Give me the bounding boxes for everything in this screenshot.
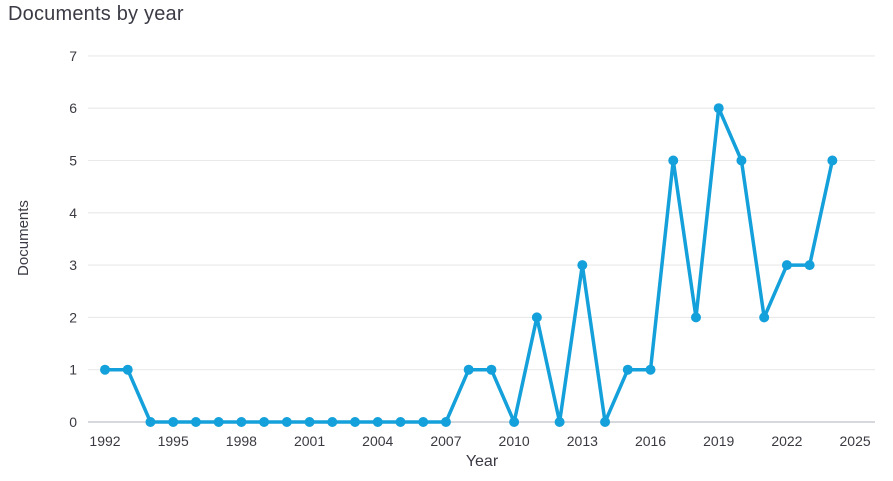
x-tick-label-2025: 2025 — [840, 433, 871, 449]
x-tick-label-2007: 2007 — [430, 433, 461, 449]
data-point-2008[interactable] — [463, 364, 474, 375]
data-point-1994[interactable] — [145, 417, 156, 427]
data-point-2014[interactable] — [600, 417, 611, 427]
data-point-2004[interactable] — [372, 417, 383, 427]
data-point-1992[interactable] — [100, 364, 110, 375]
data-point-2015[interactable] — [622, 364, 633, 375]
data-point-2010[interactable] — [509, 417, 520, 427]
data-point-2001[interactable] — [304, 417, 315, 427]
x-tick-label-2004: 2004 — [362, 433, 393, 449]
x-tick-label-2022: 2022 — [771, 433, 802, 449]
chart-title: Documents by year — [8, 3, 184, 25]
y-tick-label-5: 5 — [69, 153, 77, 169]
x-tick-label-1992: 1992 — [89, 433, 120, 449]
data-point-2009[interactable] — [486, 364, 497, 375]
y-tick-label-0: 0 — [69, 414, 77, 430]
data-point-1997[interactable] — [213, 417, 224, 427]
x-tick-label-1995: 1995 — [158, 433, 189, 449]
y-tick-label-3: 3 — [69, 257, 77, 273]
data-point-2021[interactable] — [759, 312, 770, 323]
data-point-2003[interactable] — [350, 417, 361, 427]
x-tick-label-2001: 2001 — [294, 433, 325, 449]
data-point-2016[interactable] — [645, 364, 656, 375]
x-tick-label-2016: 2016 — [635, 433, 666, 449]
data-point-2019[interactable] — [713, 103, 724, 114]
y-tick-label-6: 6 — [69, 100, 77, 116]
data-point-1998[interactable] — [236, 417, 247, 427]
data-point-2017[interactable] — [668, 155, 679, 166]
x-tick-label-2019: 2019 — [703, 433, 734, 449]
data-point-2006[interactable] — [418, 417, 429, 427]
data-point-2012[interactable] — [554, 417, 565, 427]
data-point-2002[interactable] — [327, 417, 338, 427]
data-point-2018[interactable] — [690, 312, 701, 323]
data-point-2020[interactable] — [736, 155, 747, 166]
data-point-1999[interactable] — [259, 417, 270, 427]
y-tick-label-7: 7 — [69, 48, 77, 64]
x-axis-title: Year — [465, 453, 499, 470]
data-point-2013[interactable] — [577, 260, 588, 271]
data-point-2000[interactable] — [281, 417, 292, 427]
x-tick-label-1998: 1998 — [226, 433, 257, 449]
data-point-1995[interactable] — [168, 417, 179, 427]
data-point-2024[interactable] — [827, 155, 838, 166]
y-tick-label-4: 4 — [69, 205, 77, 221]
y-tick-label-2: 2 — [69, 309, 77, 325]
data-point-2011[interactable] — [531, 312, 542, 323]
y-tick-label-1: 1 — [69, 362, 77, 378]
data-point-2005[interactable] — [395, 417, 406, 427]
data-point-2007[interactable] — [440, 417, 451, 427]
data-point-2022[interactable] — [781, 260, 792, 271]
data-point-2023[interactable] — [804, 260, 815, 271]
x-tick-label-2010: 2010 — [499, 433, 530, 449]
data-point-1993[interactable] — [122, 364, 133, 375]
x-tick-label-2013: 2013 — [567, 433, 598, 449]
data-point-1996[interactable] — [190, 417, 201, 427]
